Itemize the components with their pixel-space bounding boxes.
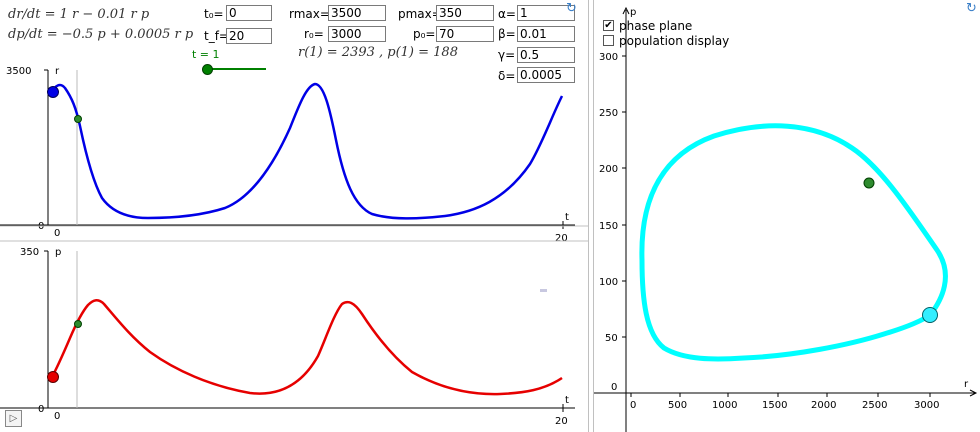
t-slider-knob[interactable]	[202, 64, 213, 75]
readout: r(1) = 2393 , p(1) = 188	[298, 45, 458, 60]
phase-ytick-250: 250	[599, 108, 618, 119]
panel-divider	[588, 0, 589, 432]
phase-ytick-150: 150	[599, 221, 618, 232]
rmax-label: rmax=	[289, 7, 330, 21]
phase-xtick-500: 500	[668, 400, 687, 411]
rmax-input[interactable]	[328, 5, 386, 21]
phase-plane-label: phase plane	[619, 19, 693, 33]
p-origin-label: 0	[38, 404, 44, 415]
r-initial-point	[47, 86, 59, 98]
p-x0-label: 0	[54, 411, 60, 422]
scroll-marker	[540, 289, 547, 292]
refresh-icon[interactable]: ↻	[566, 1, 577, 16]
p-curve	[50, 299, 563, 396]
population-display-checkbox[interactable]	[603, 35, 614, 46]
phase-y-arrow	[622, 6, 630, 15]
phase-xtick-1000: 1000	[712, 400, 737, 411]
slider-label: t = 1	[192, 48, 220, 61]
r-x0-label: 0	[54, 228, 60, 239]
phase-plane-graph: p r 0 50 100 150 200 250 300 0 500 1000 …	[594, 6, 978, 432]
time-series-graphs: 3500 r 0 0 t 20 350 p 0 0 t 20	[0, 66, 588, 427]
phase-x-arrow	[969, 389, 978, 397]
phase-xtick-3000: 3000	[914, 400, 939, 411]
refresh-icon[interactable]: ↻	[966, 1, 977, 16]
gamma-label: γ=	[498, 48, 516, 62]
t0-input[interactable]	[226, 5, 272, 21]
panel-divider	[593, 0, 594, 432]
beta-label: β=	[498, 27, 516, 41]
p0-input[interactable]	[436, 26, 494, 42]
p-initial-point	[47, 371, 59, 383]
pmax-input[interactable]	[436, 5, 494, 21]
phase-xtick-2500: 2500	[862, 400, 887, 411]
delta-label: δ=	[498, 69, 516, 83]
phase-current-point	[863, 177, 875, 189]
phase-ytick-300: 300	[599, 52, 618, 63]
tf-input[interactable]	[226, 28, 272, 44]
t0-label: t₀=	[204, 7, 224, 21]
phase-x-axis-label: r	[964, 379, 969, 390]
p-ymax-label: 350	[20, 247, 39, 258]
p0-label: p₀=	[413, 27, 436, 41]
r0-label: r₀=	[304, 27, 324, 41]
phase-plane-checkbox[interactable]: ✔	[603, 20, 614, 31]
r-axis-label: r	[55, 66, 60, 77]
pmax-label: pmax=	[398, 7, 442, 21]
phase-xtick-0: 0	[630, 400, 636, 411]
phase-ytick-100: 100	[599, 277, 618, 288]
phase-initial-point	[922, 307, 938, 323]
r-current-point	[74, 115, 82, 123]
play-button[interactable]: ▷	[5, 410, 22, 427]
r0-input[interactable]	[328, 26, 386, 42]
alpha-input[interactable]	[517, 5, 575, 21]
p-axis-label: p	[55, 247, 61, 258]
phase-ytick-50: 50	[605, 333, 618, 344]
phase-xtick-2000: 2000	[811, 400, 836, 411]
r-tmax-label: 20	[555, 233, 568, 244]
phase-orbit	[639, 123, 948, 362]
phase-ytick-0: 0	[611, 382, 617, 393]
tf-label: t_f=	[204, 29, 229, 43]
equation-dp: dp/dt = −0.5 p + 0.0005 r p	[8, 27, 194, 42]
phase-ytick-200: 200	[599, 164, 618, 175]
beta-input[interactable]	[517, 26, 575, 42]
equation-dr: dr/dt = 1 r − 0.01 r p	[8, 7, 150, 22]
gamma-input[interactable]	[517, 47, 575, 63]
phase-y-axis-label: p	[630, 7, 636, 18]
p-tmax-label: 20	[555, 416, 568, 427]
r-ymax-label: 3500	[6, 66, 31, 77]
alpha-label: α=	[498, 7, 516, 21]
population-display-label: population display	[619, 34, 730, 48]
phase-xtick-1500: 1500	[762, 400, 787, 411]
t-slider-track[interactable]	[204, 68, 266, 70]
r-curve	[50, 82, 564, 220]
r-t-label: t	[565, 212, 569, 223]
delta-input[interactable]	[517, 67, 575, 83]
p-t-label: t	[565, 395, 569, 406]
p-current-point	[74, 320, 82, 328]
